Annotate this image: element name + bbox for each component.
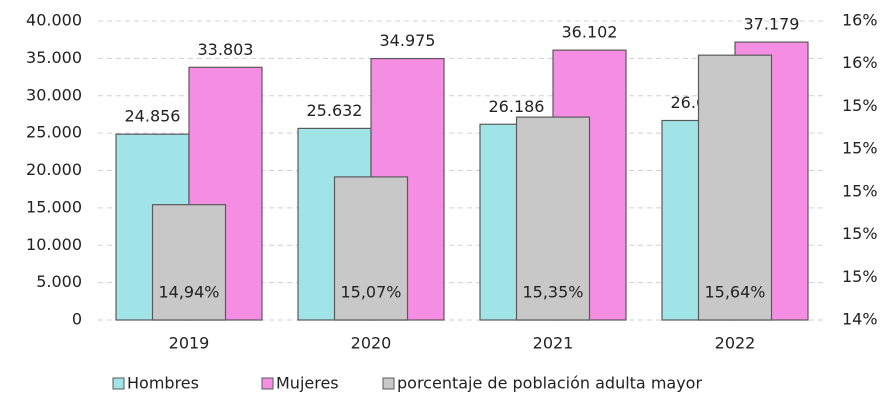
y-tick-label: 40.000: [26, 11, 82, 30]
y2-tick-label: 15%: [842, 96, 878, 115]
data-label: 36.102: [562, 23, 618, 42]
y-tick-label: 10.000: [26, 235, 82, 254]
y-tick-label: 35.000: [26, 48, 82, 67]
bar: [333, 176, 409, 321]
x-tick-label: 2020: [351, 334, 392, 353]
data-label: 33.803: [198, 40, 254, 59]
y-tick-label: 15.000: [26, 197, 82, 216]
data-label: 24.856: [125, 107, 181, 126]
data-label: 26.186: [489, 97, 545, 116]
bar: [697, 54, 773, 321]
x-tick-label: 2021: [533, 334, 574, 353]
data-label: 15,07%: [340, 283, 401, 302]
bar: [515, 116, 591, 321]
x-tick-label: 2019: [169, 334, 210, 353]
data-label: 34.975: [380, 31, 436, 50]
y2-tick-label: 16%: [842, 53, 878, 72]
y-tick-label: 25.000: [26, 123, 82, 142]
y2-tick-label: 15%: [842, 181, 878, 200]
data-label: 14,94%: [158, 283, 219, 302]
data-label: 15,64%: [704, 283, 765, 302]
legend-label: porcentaje de población adulta mayor: [397, 374, 702, 393]
legend-swatch: [382, 377, 395, 390]
bar: [151, 204, 227, 321]
legend-swatch: [112, 377, 125, 390]
legend-label: Hombres: [127, 374, 199, 393]
y-tick-label: 5.000: [36, 272, 82, 291]
data-label: 15,35%: [522, 283, 583, 302]
y2-tick-label: 14%: [842, 310, 878, 329]
x-tick-label: 2022: [715, 334, 756, 353]
y-tick-label: 0: [72, 310, 82, 329]
data-label: 25.632: [307, 101, 363, 120]
data-label: 37.179: [744, 15, 800, 34]
y2-tick-label: 15%: [842, 224, 878, 243]
y2-tick-label: 15%: [842, 267, 878, 286]
y-tick-label: 20.000: [26, 160, 82, 179]
y-tick-label: 30.000: [26, 85, 82, 104]
legend-swatch: [261, 377, 274, 390]
y2-tick-label: 16%: [842, 11, 878, 30]
y2-tick-label: 15%: [842, 139, 878, 158]
legend-label: Mujeres: [276, 374, 339, 393]
